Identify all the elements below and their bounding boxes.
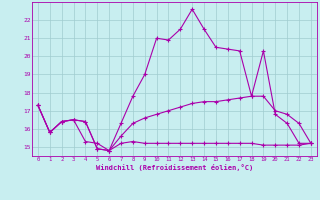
X-axis label: Windchill (Refroidissement éolien,°C): Windchill (Refroidissement éolien,°C): [96, 164, 253, 171]
